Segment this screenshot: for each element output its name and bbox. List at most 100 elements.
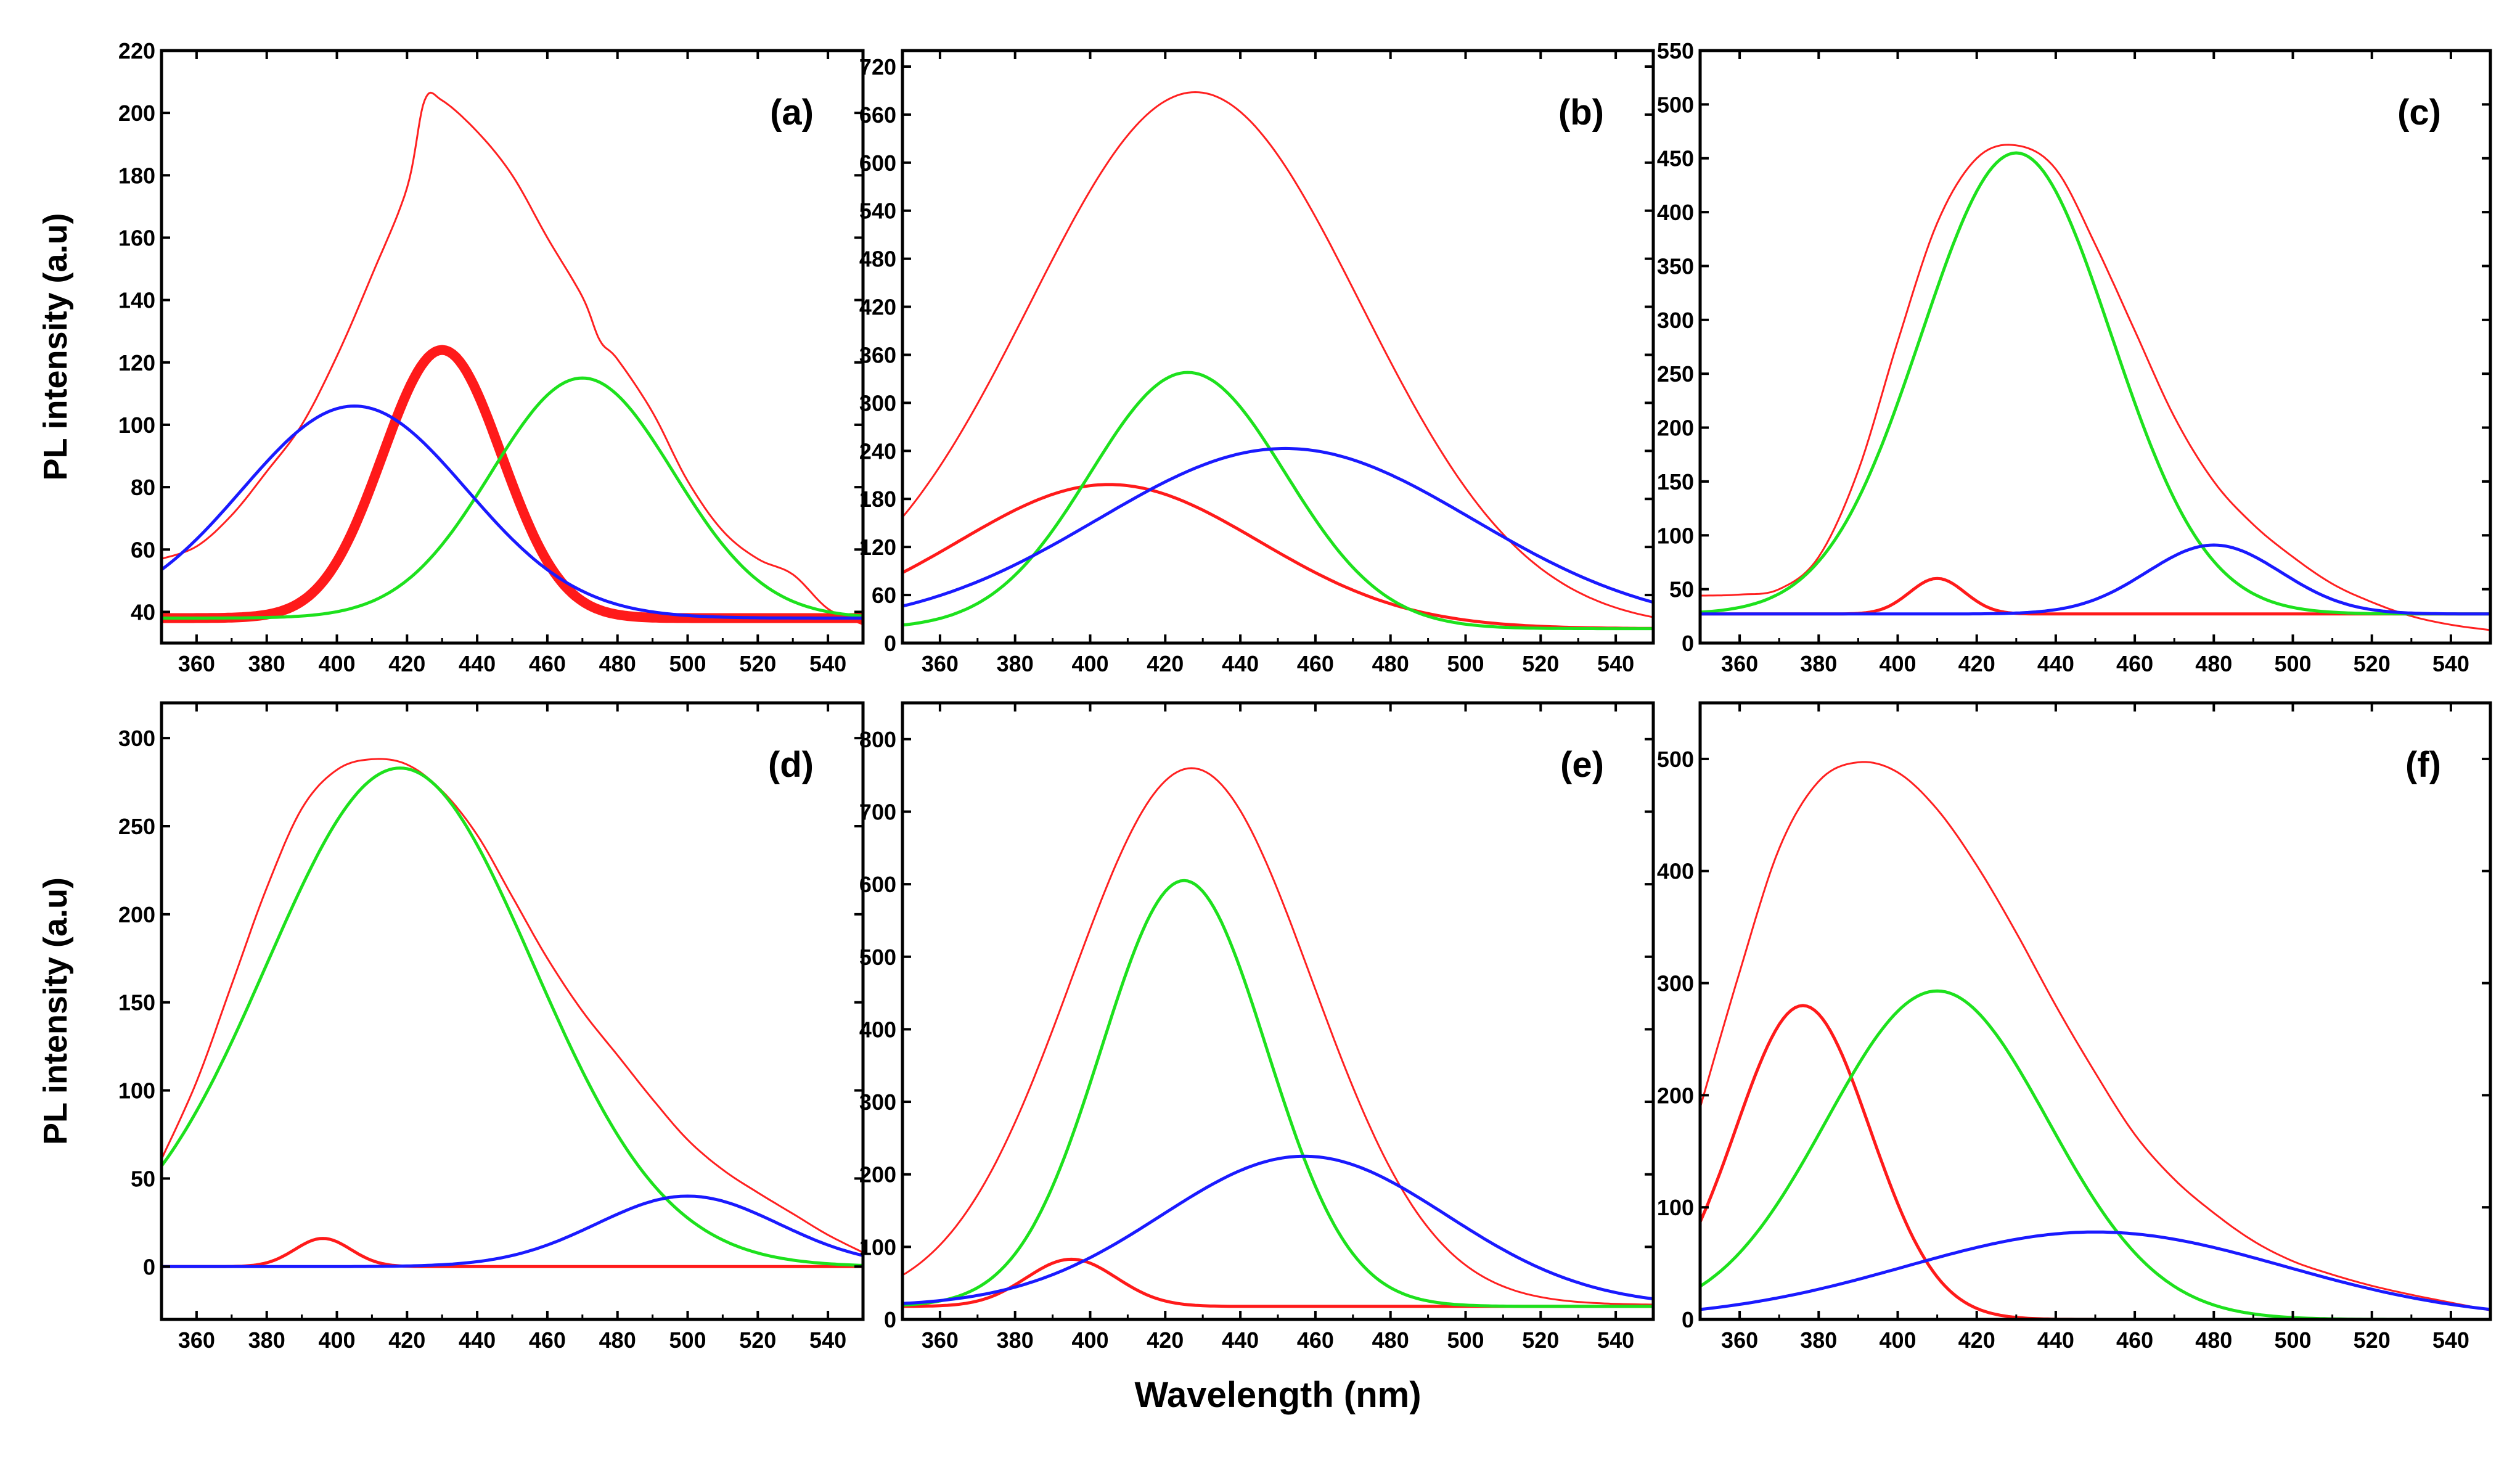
y-tick-label: 250 — [118, 814, 155, 839]
y-tick-label: 420 — [859, 295, 896, 320]
y-tick-label: 480 — [859, 247, 896, 272]
x-tick-label: 440 — [459, 1327, 496, 1353]
series-peak-green — [902, 371, 1653, 631]
y-tick-label: 300 — [1657, 971, 1694, 996]
series-peak-blue — [902, 1154, 1653, 1305]
x-tick-label: 380 — [248, 1327, 285, 1353]
panel-label: (e) — [1560, 745, 1604, 785]
x-tick-label: 440 — [459, 651, 496, 676]
x-tick-label: 540 — [2432, 651, 2469, 676]
x-tick-label: 400 — [1879, 1327, 1916, 1353]
y-tick-label: 200 — [1657, 1083, 1694, 1108]
panel-label: (f) — [2405, 745, 2441, 785]
x-tick-label: 540 — [2432, 1327, 2469, 1353]
plot-frame — [901, 49, 1655, 645]
x-tick-label: 420 — [1147, 1327, 1184, 1353]
y-tick-label: 300 — [118, 726, 155, 751]
y-tick-label: 120 — [859, 535, 896, 560]
y-tick-label: 0 — [1682, 631, 1694, 656]
x-tick-label: 360 — [178, 651, 215, 676]
y-tick-label: 400 — [1657, 200, 1694, 225]
x-tick-label: 380 — [1800, 651, 1837, 676]
series-measured — [902, 768, 1653, 1305]
y-tick-label: 350 — [1657, 253, 1694, 279]
y-tick-label: 300 — [1657, 308, 1694, 333]
y-tick-label: 360 — [859, 342, 896, 367]
x-tick-label: 520 — [1522, 651, 1559, 676]
y-tick-label: 500 — [859, 945, 896, 970]
y-tick-label: 220 — [118, 38, 155, 64]
x-tick-label: 480 — [1372, 1327, 1409, 1353]
plot-frame — [160, 49, 865, 645]
y-tick-label: 200 — [118, 100, 155, 126]
x-tick-label: 500 — [2274, 1327, 2311, 1353]
x-tick-label: 540 — [809, 1327, 846, 1353]
x-tick-label: 480 — [2195, 1327, 2232, 1353]
y-tick-label: 720 — [859, 54, 896, 80]
y-tick-label: 40 — [131, 599, 155, 625]
x-tick-label: 440 — [1222, 1327, 1259, 1353]
panel-label: (c) — [2397, 92, 2441, 133]
series-group — [902, 91, 1653, 631]
y-axis-label: PL intensity (a.u) — [37, 213, 74, 480]
x-tick-label: 400 — [1071, 1327, 1108, 1353]
y-tick-label: 200 — [1657, 416, 1694, 441]
series-peak-green — [902, 879, 1653, 1308]
series-peak-red — [1700, 1004, 2490, 1319]
series-fit — [162, 758, 863, 1253]
x-tick-label: 460 — [529, 651, 566, 676]
series-peak-red — [162, 345, 863, 623]
y-tick-label: 0 — [1682, 1307, 1694, 1332]
y-tick-label: 100 — [118, 412, 155, 438]
series-fit — [902, 767, 1653, 1306]
y-tick-label: 100 — [118, 1078, 155, 1104]
y-tick-label: 400 — [1657, 859, 1694, 884]
y-tick-label: 150 — [118, 990, 155, 1015]
chart-panel-5: 360 380 400 420 440 460 480 500 520 540 0 100 200 300… — [1657, 701, 2492, 1353]
series-peak-blue — [902, 446, 1653, 608]
y-tick-label: 500 — [1657, 747, 1694, 772]
series-group — [902, 767, 1653, 1308]
x-tick-label: 460 — [2116, 1327, 2153, 1353]
panel-label: (a) — [770, 92, 814, 133]
x-tick-label: 500 — [1447, 1327, 1484, 1353]
x-tick-label: 420 — [388, 651, 425, 676]
series-fit — [1700, 761, 2490, 1311]
x-tick-label: 520 — [2354, 651, 2391, 676]
y-tick-label: 300 — [859, 390, 896, 416]
y-tick-label: 80 — [131, 475, 155, 500]
x-tick-label: 420 — [1958, 1327, 1995, 1353]
x-tick-label: 520 — [2354, 1327, 2391, 1353]
y-tick-label: 600 — [859, 150, 896, 176]
x-tick-label: 500 — [669, 1327, 706, 1353]
x-tick-label: 380 — [248, 651, 285, 676]
y-tick-label: 550 — [1657, 38, 1694, 64]
x-tick-label: 520 — [1522, 1327, 1559, 1353]
series-peak-green — [1700, 151, 2490, 616]
x-tick-label: 420 — [388, 1327, 425, 1353]
y-tick-label: 660 — [859, 102, 896, 128]
x-tick-label: 360 — [178, 1327, 215, 1353]
x-tick-label: 440 — [2037, 651, 2074, 676]
plot-frame — [1698, 49, 2492, 645]
y-tick-label: 60 — [872, 583, 896, 608]
series-measured — [1700, 761, 2490, 1310]
y-tick-label: 180 — [118, 163, 155, 188]
panel-label: (b) — [1558, 92, 1604, 133]
y-tick-label: 60 — [131, 537, 155, 562]
series-measured — [162, 759, 863, 1253]
series-group — [1700, 144, 2490, 631]
x-tick-label: 540 — [1597, 1327, 1634, 1353]
panel-label: (d) — [768, 745, 814, 785]
x-tick-label: 360 — [922, 1327, 959, 1353]
x-tick-label: 480 — [599, 1327, 636, 1353]
x-tick-label: 500 — [2274, 651, 2311, 676]
x-tick-label: 420 — [1958, 651, 1995, 676]
y-tick-label: 250 — [1657, 361, 1694, 387]
x-tick-label: 520 — [739, 651, 776, 676]
x-tick-label: 540 — [1597, 651, 1634, 676]
x-tick-label: 360 — [1721, 1327, 1758, 1353]
x-tick-label: 520 — [739, 1327, 776, 1353]
y-tick-label: 300 — [859, 1089, 896, 1115]
y-tick-label: 800 — [859, 727, 896, 752]
